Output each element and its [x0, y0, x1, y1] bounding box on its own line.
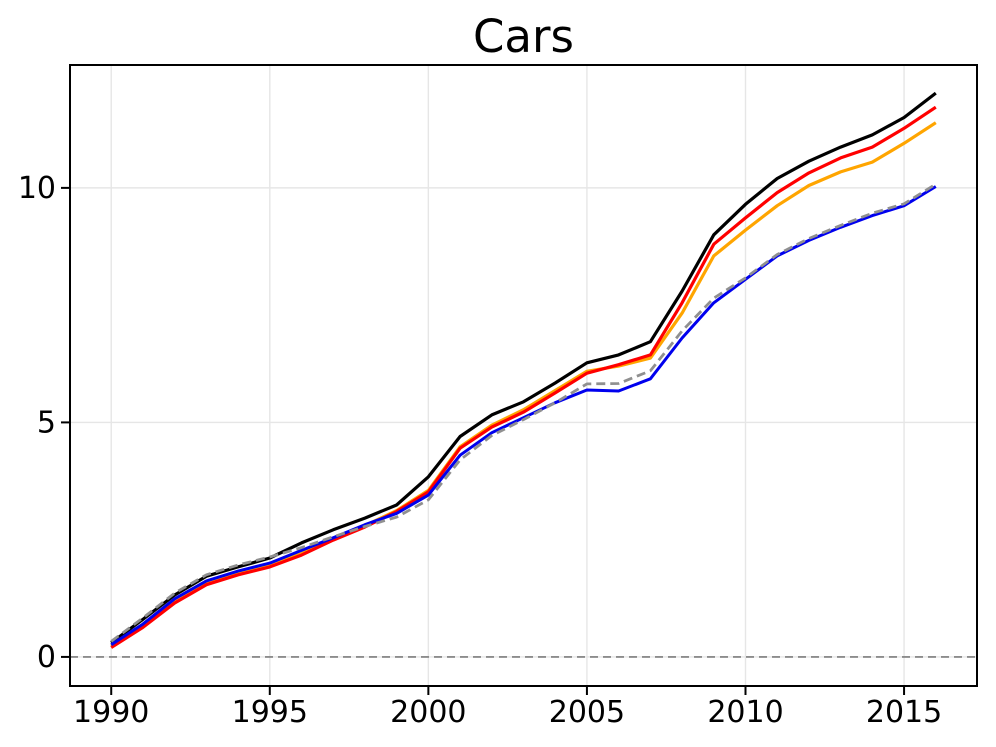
gridlines	[70, 65, 977, 686]
chart-title: Cars	[473, 10, 574, 63]
y-tick-label: 5	[37, 405, 56, 440]
plot-border	[69, 64, 978, 687]
y-tick-label: 10	[18, 171, 56, 206]
x-tick-label: 1990	[73, 695, 149, 730]
x-tick-label: 2015	[866, 695, 942, 730]
x-tick-label: 2005	[549, 695, 625, 730]
series-lines	[110, 91, 937, 649]
axis-ticks	[61, 186, 906, 695]
axis-tick-labels: 1990 1995 2000 2005 2010 2015 0 5 10	[18, 171, 942, 730]
blue-line	[110, 185, 937, 646]
red-line	[110, 105, 937, 649]
x-tick-label: 1995	[232, 695, 308, 730]
gray-dashed-line	[110, 182, 937, 643]
y-tick-label: 0	[37, 640, 56, 675]
black-line	[110, 91, 937, 645]
x-tick-label: 2010	[707, 695, 783, 730]
x-tick-label: 2000	[390, 695, 466, 730]
